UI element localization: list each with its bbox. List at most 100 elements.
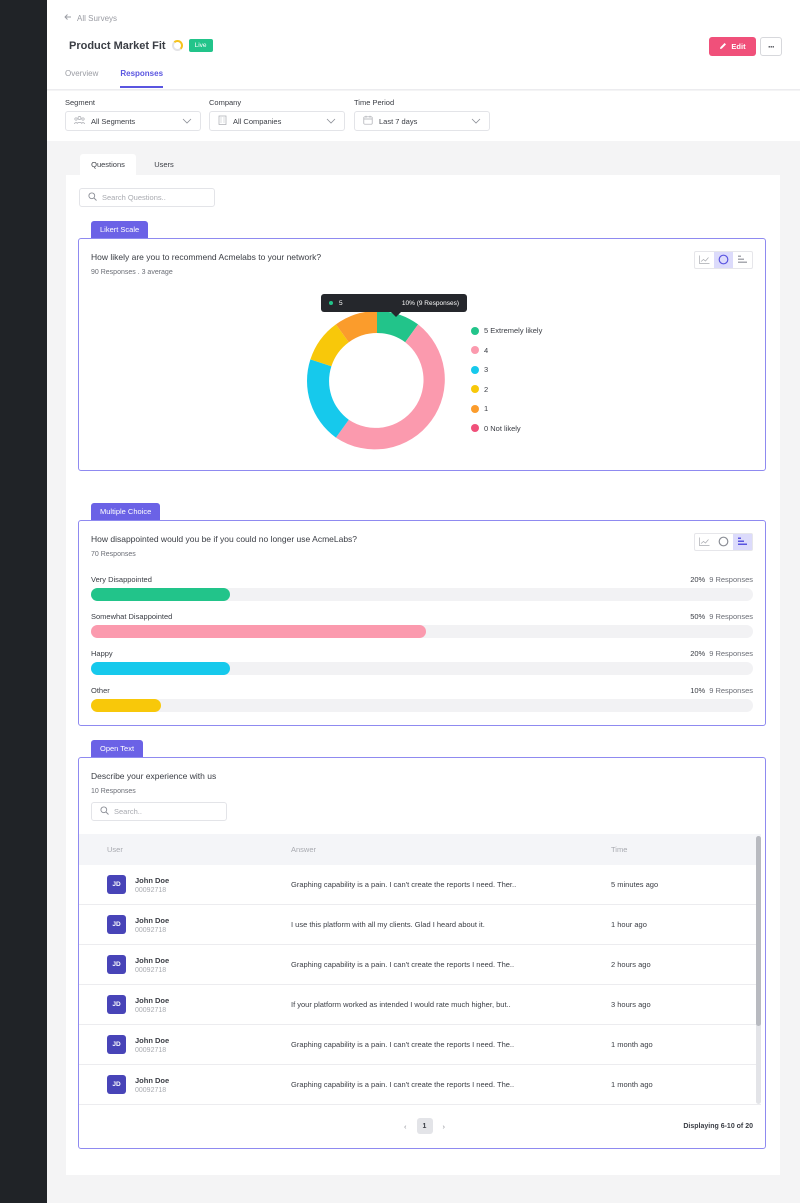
table-row[interactable]: JD John Doe 00092718 Graphing capability i… (79, 1065, 761, 1105)
user-id: 00092718 (135, 1086, 167, 1094)
option-bar-track (91, 662, 753, 675)
response-time: 5 minutes ago (611, 880, 659, 889)
table-row[interactable]: JD John Doe 00092718 Graphing capability i… (79, 865, 761, 905)
company-select[interactable]: All Companies (209, 111, 345, 131)
likert-scale-tag: Likert Scale (91, 221, 149, 238)
page-number-button[interactable]: 1 (416, 1118, 433, 1134)
table-row[interactable]: JD John Doe 00092718 Graphing capability i… (79, 945, 761, 985)
edit-button[interactable]: Edit (709, 37, 756, 56)
tab-questions[interactable]: Questions (80, 154, 136, 175)
line-chart-view-button[interactable] (695, 534, 714, 550)
question-title: How likely are you to recommend Acmelabs… (91, 252, 322, 262)
option-responses: 9 Responses (709, 649, 753, 658)
legend-label: 4 (484, 345, 489, 355)
search-responses-input[interactable]: Search.. (91, 802, 227, 821)
table-row[interactable]: JD John Doe 00092718 Graphing capability i… (79, 1025, 761, 1065)
pagination: ‹ 1 › (404, 1118, 445, 1134)
column-header-time[interactable]: Time (611, 845, 628, 854)
column-header-user[interactable]: User (107, 845, 123, 854)
legend-label: 0 Not likely (484, 423, 521, 433)
user-id: 00092718 (135, 966, 167, 974)
scrollbar-thumb[interactable] (756, 836, 761, 1026)
user-name: John Doe (135, 875, 170, 885)
company-filter: Company All Companies (209, 98, 345, 131)
option-bar-fill (91, 699, 161, 712)
legend-label: 3 (484, 365, 489, 375)
table-header: User Answer Time (79, 834, 761, 865)
tab-users[interactable]: Users (154, 160, 174, 169)
option-bar-fill (91, 588, 231, 601)
chevron-down-icon (471, 117, 481, 126)
likert-donut-chart[interactable] (307, 311, 447, 451)
more-options-button[interactable]: ··· (760, 37, 782, 56)
table-row[interactable]: JD John Doe 00092718 If your platform work… (79, 985, 761, 1025)
pencil-icon (719, 42, 727, 52)
tab-responses[interactable]: Responses (120, 69, 164, 88)
back-link[interactable]: All Surveys (64, 13, 117, 23)
user-id: 00092718 (135, 926, 167, 934)
legend-label: 5 Extremely likely (484, 326, 543, 336)
legend-item[interactable]: 1 (471, 399, 542, 419)
legend-item[interactable]: 0 Not likely (471, 419, 542, 439)
response-time: 1 hour ago (611, 920, 647, 929)
line-chart-view-button[interactable] (695, 252, 714, 268)
table-row[interactable]: JD John Doe 00092718 I use this platform w… (79, 905, 761, 945)
column-header-answer[interactable]: Answer (291, 845, 317, 854)
chart-view-toggle (694, 251, 753, 269)
chart-legend: 5 Extremely likely 4 3 2 1 0 Not likely (471, 321, 542, 438)
legend-dot (471, 346, 479, 355)
page-tabs: Overview Responses (65, 69, 164, 88)
table-scrollbar[interactable] (756, 836, 761, 1104)
legend-item[interactable]: 2 (471, 380, 542, 400)
legend-dot (471, 424, 479, 433)
prev-page-button[interactable]: ‹ (404, 1121, 407, 1131)
chart-tooltip: 5 10% (9 Responses) (321, 294, 467, 317)
user-name: John Doe (135, 955, 170, 965)
progress-spinner-icon (171, 40, 183, 51)
donut-chart-view-button[interactable] (714, 534, 733, 550)
choice-option-row: Somewhat Disappointed 50% 9 Responses (91, 612, 753, 638)
company-value: All Companies (233, 116, 282, 126)
option-stats: 10% 9 Responses (690, 686, 753, 695)
avatar: JD (107, 995, 126, 1014)
search-questions-input[interactable]: Search Questions.. (79, 188, 215, 207)
tab-overview[interactable]: Overview (65, 69, 99, 78)
response-time: 1 month ago (611, 1080, 653, 1089)
segment-select[interactable]: All Segments (65, 111, 201, 131)
user-id: 00092718 (135, 1046, 167, 1054)
option-bar-track (91, 588, 753, 601)
answer-text: Graphing capability is a pain. I can't c… (291, 1080, 515, 1089)
answer-text: If your platform worked as intended I wo… (291, 1000, 511, 1009)
tooltip-value: 10% (9 Responses) (401, 299, 459, 307)
option-bar-fill (91, 625, 426, 638)
legend-item[interactable]: 5 Extremely likely (471, 321, 542, 341)
legend-item[interactable]: 4 (471, 341, 542, 361)
legend-dot (471, 326, 479, 335)
questions-panel: Search Questions.. Likert Scale How like… (66, 175, 780, 1175)
avatar: JD (107, 875, 126, 894)
legend-dot (471, 404, 479, 413)
legend-label: 2 (484, 384, 489, 394)
donut-chart-view-button[interactable] (714, 252, 733, 268)
option-bar-fill (91, 662, 231, 675)
legend-item[interactable]: 3 (471, 360, 542, 380)
question-meta: 90 Responses . 3 average (91, 269, 173, 276)
legend-label: 1 (484, 404, 489, 414)
bar-chart-icon (737, 537, 748, 548)
next-page-button[interactable]: › (442, 1121, 446, 1131)
chevron-down-icon (182, 117, 192, 126)
time-period-select[interactable]: Last 7 days (354, 111, 490, 131)
option-stats: 20% 9 Responses (690, 575, 753, 584)
page-title: Product Market Fit (69, 39, 166, 52)
user-name: John Doe (135, 915, 170, 925)
user-id: 00092718 (135, 1006, 167, 1014)
calendar-icon (363, 115, 373, 127)
choice-option-row: Other 10% 9 Responses (91, 686, 753, 712)
content-tabs: Questions Users (80, 154, 192, 175)
bar-chart-view-button[interactable] (733, 252, 752, 268)
option-label: Very Disappointed (91, 575, 152, 584)
chart-view-toggle (694, 533, 753, 551)
main-area: All Surveys Product Market Fit Live Edit… (47, 0, 800, 1203)
time-period-label: Time Period (354, 98, 395, 107)
bar-chart-view-button[interactable] (733, 534, 752, 550)
